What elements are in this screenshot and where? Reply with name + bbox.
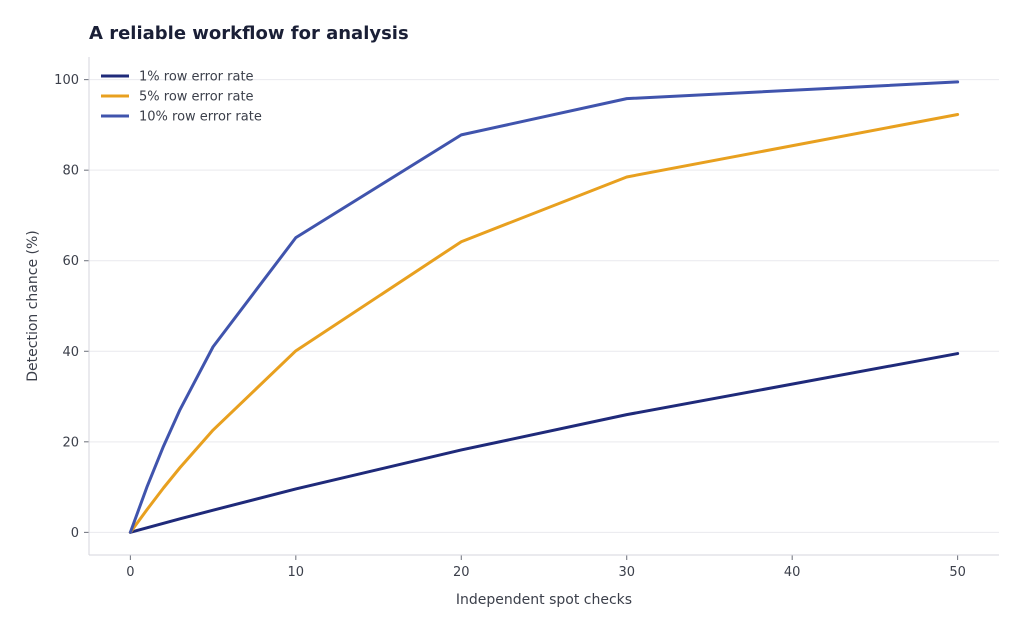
y-tick-label: 100	[54, 73, 79, 88]
legend: 1% row error rate 5% row error rate 10% ro…	[101, 70, 262, 125]
x-tick-label: 30	[618, 565, 635, 580]
legend-label: 5% row error rate	[139, 90, 254, 105]
chart-title: A reliable workflow for analysis	[89, 23, 409, 44]
legend-label: 10% row error rate	[139, 110, 262, 125]
x-tick-label: 0	[126, 565, 134, 580]
legend-label: 1% row error rate	[139, 70, 254, 85]
x-axis-label: Independent spot checks	[456, 592, 632, 608]
y-axis-label: Detection chance (%)	[25, 230, 41, 381]
x-tick-label: 50	[949, 565, 966, 580]
y-tick-label: 20	[62, 435, 79, 450]
x-tick-label: 10	[288, 565, 305, 580]
y-tick-label: 60	[62, 254, 79, 269]
x-tick-label: 20	[453, 565, 470, 580]
y-tick-label: 80	[62, 164, 79, 179]
series-line-2	[128, 113, 960, 534]
series-lines	[128, 80, 960, 534]
series-line-3	[128, 80, 960, 534]
series-line-1	[128, 352, 960, 534]
y-tick-label: 0	[71, 526, 79, 541]
x-tick-label: 40	[784, 565, 801, 580]
axes: 0 20 40 60 80 100 0 10 20 30 40 50	[54, 57, 999, 580]
grid	[89, 79, 999, 533]
y-tick-label: 40	[62, 345, 79, 360]
